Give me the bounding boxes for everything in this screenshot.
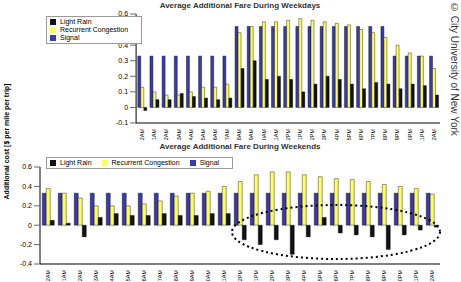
svg-text:5PM: 5PM <box>317 270 323 282</box>
svg-text:7AM: 7AM <box>157 270 163 282</box>
svg-text:8PM: 8PM <box>382 129 388 141</box>
svg-text:7PM: 7PM <box>349 270 355 282</box>
svg-text:6PM: 6PM <box>358 129 364 141</box>
svg-text:8AM: 8AM <box>173 270 179 282</box>
svg-text:0.6: 0.6 <box>22 163 32 170</box>
svg-text:4PM: 4PM <box>301 270 307 282</box>
svg-text:11AM: 11AM <box>221 270 227 282</box>
svg-text:0.6: 0.6 <box>118 10 128 17</box>
svg-text:2PM: 2PM <box>309 129 315 141</box>
svg-text:0: 0 <box>28 222 32 229</box>
svg-text:12AM: 12AM <box>45 270 51 282</box>
svg-text:0.4: 0.4 <box>118 42 128 49</box>
svg-text:-0.1: -0.1 <box>116 119 128 126</box>
svg-text:3AM: 3AM <box>176 129 182 141</box>
svg-text:1AM: 1AM <box>151 129 157 141</box>
svg-text:11PM: 11PM <box>413 270 419 282</box>
svg-text:1PM: 1PM <box>253 270 259 282</box>
svg-text:3PM: 3PM <box>321 129 327 141</box>
svg-text:0: 0 <box>124 104 128 111</box>
svg-text:0.5: 0.5 <box>118 26 128 33</box>
svg-text:0.2: 0.2 <box>118 73 128 80</box>
svg-text:4AM: 4AM <box>109 270 115 282</box>
svg-text:0.2: 0.2 <box>22 202 32 209</box>
svg-text:2AM: 2AM <box>163 129 169 141</box>
svg-text:4AM: 4AM <box>188 129 194 141</box>
svg-text:2PM: 2PM <box>269 270 275 282</box>
svg-text:9PM: 9PM <box>381 270 387 282</box>
svg-text:9PM: 9PM <box>394 129 400 141</box>
svg-text:9AM: 9AM <box>189 270 195 282</box>
svg-text:5PM: 5PM <box>346 129 352 141</box>
svg-text:3AM: 3AM <box>93 270 99 282</box>
svg-text:-0.4: -0.4 <box>20 260 32 267</box>
svg-text:0.4: 0.4 <box>22 183 32 190</box>
svg-text:7AM: 7AM <box>224 129 230 141</box>
svg-text:6AM: 6AM <box>141 270 147 282</box>
svg-text:12AM: 12AM <box>429 270 435 282</box>
svg-text:-0.2: -0.2 <box>20 241 32 248</box>
svg-text:10AM: 10AM <box>261 129 267 141</box>
svg-text:3PM: 3PM <box>285 270 291 282</box>
svg-text:5AM: 5AM <box>200 129 206 141</box>
svg-text:12AM: 12AM <box>139 129 145 141</box>
svg-text:12PM: 12PM <box>285 129 291 141</box>
svg-text:6AM: 6AM <box>212 129 218 141</box>
svg-text:10PM: 10PM <box>397 270 403 282</box>
svg-text:1AM: 1AM <box>61 270 67 282</box>
svg-text:4PM: 4PM <box>334 129 340 141</box>
svg-text:10PM: 10PM <box>407 129 413 141</box>
svg-text:1PM: 1PM <box>297 129 303 141</box>
svg-text:9AM: 9AM <box>248 129 254 141</box>
svg-text:6PM: 6PM <box>333 270 339 282</box>
svg-text:5AM: 5AM <box>125 270 131 282</box>
svg-text:8PM: 8PM <box>365 270 371 282</box>
svg-text:2AM: 2AM <box>77 270 83 282</box>
svg-text:11PM: 11PM <box>419 129 425 141</box>
svg-text:7PM: 7PM <box>370 129 376 141</box>
svg-text:0.3: 0.3 <box>118 57 128 64</box>
svg-text:10AM: 10AM <box>205 270 211 282</box>
svg-text:12PM: 12PM <box>237 270 243 282</box>
svg-text:0.1: 0.1 <box>118 88 128 95</box>
svg-text:12AM: 12AM <box>431 129 437 141</box>
svg-text:8AM: 8AM <box>236 129 242 141</box>
svg-text:11AM: 11AM <box>273 129 279 141</box>
